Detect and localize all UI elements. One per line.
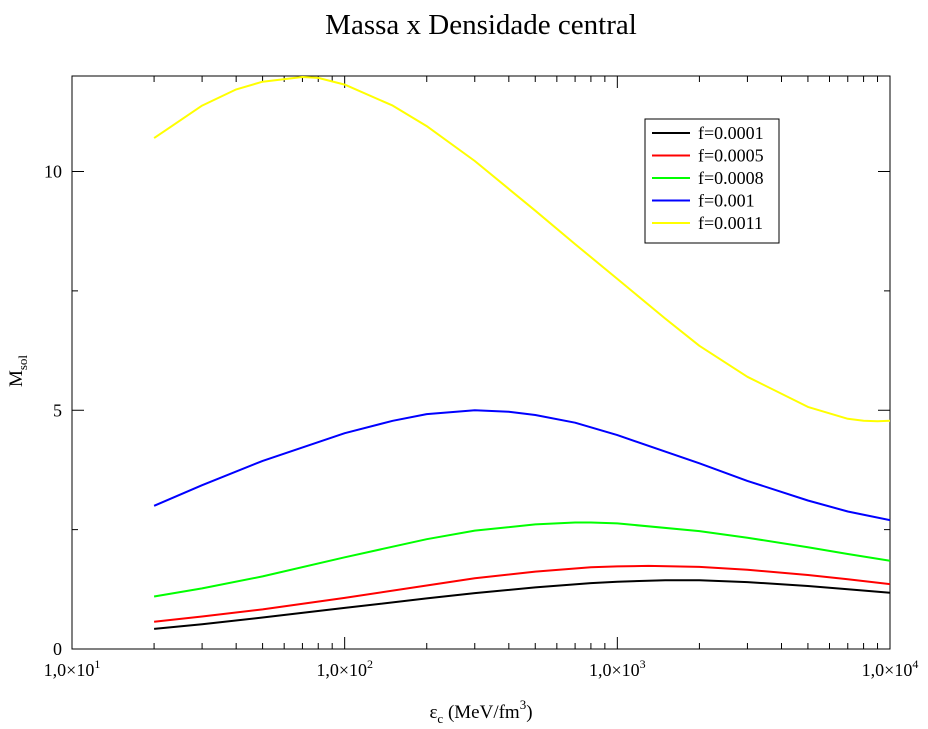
legend-label-0: f=0.0001: [698, 123, 764, 143]
axis-ticks: [71, 76, 891, 650]
x-tick-label-exponent: 3: [640, 657, 646, 671]
x-tick-labels: 1,0×101 1,0×102 1,0×103 1,0×104: [44, 657, 919, 680]
series-lines: [153, 76, 891, 630]
x-tick-label-0: 1,0×101: [44, 657, 101, 680]
legend-label-2: f=0.0008: [698, 168, 764, 188]
y-tick-labels: 0 5 10: [44, 162, 62, 660]
y-axis-label-symbol: M: [6, 370, 27, 387]
chart-title: Massa x Densidade central: [325, 9, 637, 41]
legend-label-3: f=0.001: [698, 191, 755, 211]
x-axis-label-superscript: 3: [520, 697, 527, 712]
plot-area: [71, 75, 891, 650]
legend-label-1: f=0.0005: [698, 146, 764, 166]
series-line-4: [153, 76, 891, 423]
x-axis-label-symbol: ε: [429, 702, 437, 723]
y-axis-label-subscript: sol: [15, 355, 30, 371]
x-tick-label-mantissa: 1,0×10: [44, 660, 95, 680]
x-axis-label: εc (MeV/fm3): [429, 697, 532, 726]
series-line-1: [153, 564, 891, 623]
x-tick-label-3: 1,0×104: [862, 657, 919, 680]
x-axis-label-subscript: c: [437, 711, 443, 726]
legend-label-4: f=0.0011: [698, 213, 763, 233]
x-tick-label-exponent: 1: [94, 657, 100, 671]
x-tick-label-exponent: 2: [367, 657, 373, 671]
y-axis-label: Msol: [6, 355, 30, 387]
x-tick-label-mantissa: 1,0×10: [862, 660, 913, 680]
x-tick-label-exponent: 4: [912, 657, 918, 671]
x-tick-label-mantissa: 1,0×10: [316, 660, 367, 680]
x-tick-label-mantissa: 1,0×10: [589, 660, 640, 680]
series-line-2: [153, 521, 891, 598]
x-axis-label-close: ): [526, 702, 532, 723]
y-tick-label-1: 5: [53, 400, 62, 420]
x-tick-label-1: 1,0×102: [316, 657, 373, 680]
x-tick-label-2: 1,0×103: [589, 657, 646, 680]
y-tick-label-0: 0: [53, 639, 62, 659]
y-tick-label-2: 10: [44, 162, 62, 182]
plot-frame: [71, 75, 891, 650]
series-line-3: [153, 409, 891, 522]
x-axis-label-unit: (MeV/fm: [443, 702, 520, 723]
series-line-0: [154, 579, 891, 630]
